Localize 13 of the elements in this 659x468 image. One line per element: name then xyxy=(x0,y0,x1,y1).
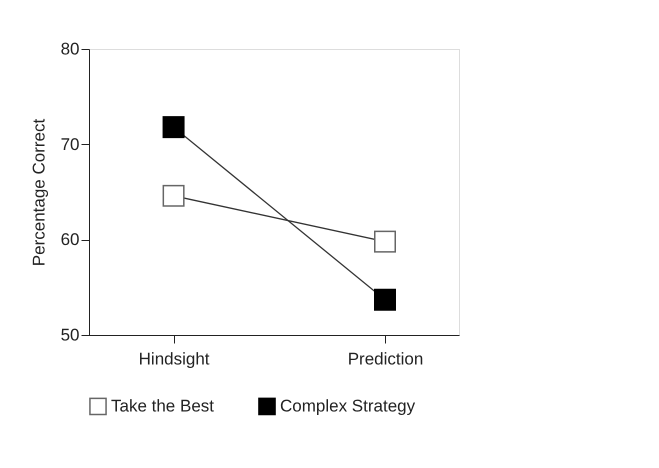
point xyxy=(374,288,396,311)
y-axis-title: Percentage Correct xyxy=(30,118,49,266)
x-tick-label: Hindsight xyxy=(138,350,210,368)
legend-label: Complex Strategy xyxy=(280,396,416,416)
x-tick-label: Prediction xyxy=(348,350,424,368)
y-tick-label: 80 xyxy=(60,40,80,58)
point xyxy=(374,230,396,253)
y-tick-label: 50 xyxy=(60,326,80,344)
y-tick-label: 70 xyxy=(60,134,80,154)
legend-label: Take the Best xyxy=(111,396,214,416)
point xyxy=(162,116,185,138)
y-tick-label: 60 xyxy=(60,230,80,250)
point xyxy=(162,184,185,207)
